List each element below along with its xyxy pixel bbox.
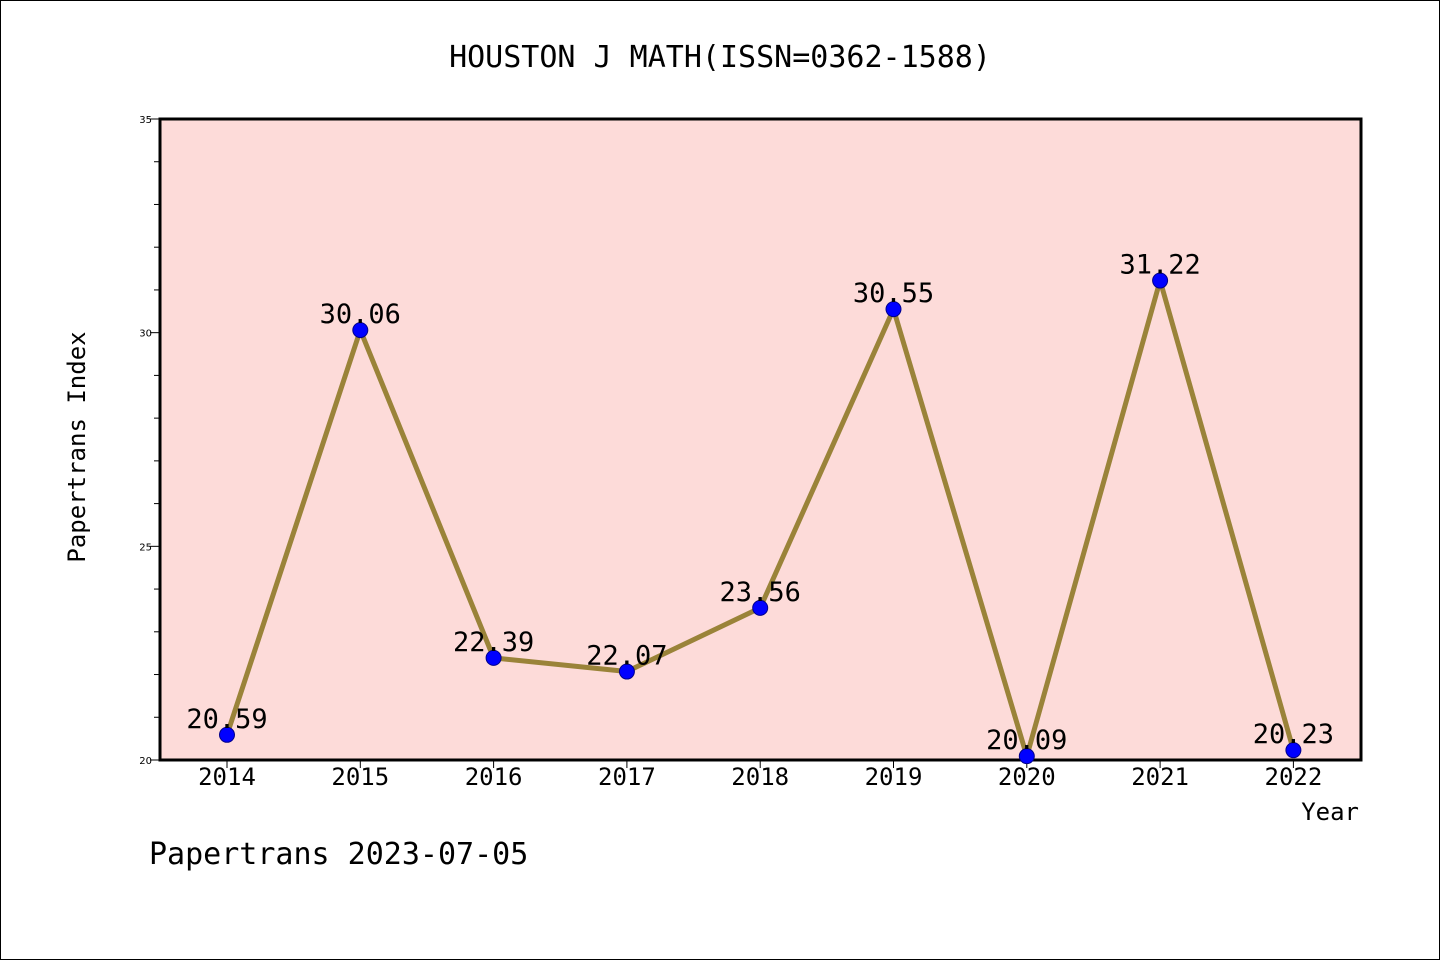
data-point-marker xyxy=(1018,748,1035,765)
x-tick-label: 2017 xyxy=(598,763,656,791)
x-tick-label: 2015 xyxy=(331,763,389,791)
x-axis-label: Year xyxy=(1301,798,1359,826)
footer-date: Papertrans 2023-07-05 xyxy=(149,837,528,872)
x-tick-label: 2019 xyxy=(865,763,923,791)
data-label: 30.06 xyxy=(320,299,401,330)
data-point-marker xyxy=(618,663,635,680)
chart-title: HOUSTON J MATH(ISSN=0362-1588) xyxy=(449,40,991,75)
data-point-marker xyxy=(352,322,369,339)
x-tick-label: 2016 xyxy=(465,763,523,791)
data-label-group: 20.59 30.06 22.39 22.07 23.56 30.55 20.09 31.22… xyxy=(186,250,1334,757)
data-label: 22.39 xyxy=(453,627,534,658)
plot-area xyxy=(158,117,1363,762)
x-tick-label: 2020 xyxy=(998,763,1056,791)
data-point-marker xyxy=(1285,742,1302,759)
y-axis-label: Papertrans Index xyxy=(63,331,91,562)
y-tick-label: 35 xyxy=(139,115,152,126)
y-tick-label: 20 xyxy=(139,756,152,767)
y-tick-label: 30 xyxy=(139,329,152,340)
data-point-marker xyxy=(1152,272,1169,289)
x-tick-label: 2018 xyxy=(731,763,789,791)
data-label: 20.59 xyxy=(186,704,267,735)
data-label: 20.23 xyxy=(1253,719,1334,750)
x-tick-label: 2014 xyxy=(198,763,256,791)
y-tick-label: 25 xyxy=(139,542,152,553)
data-label: 20.09 xyxy=(986,725,1067,756)
x-tick-label: 2021 xyxy=(1131,763,1189,791)
y-axis: 20 25 30 35 xyxy=(139,115,160,767)
data-point-marker xyxy=(885,301,902,318)
data-point-marker xyxy=(752,599,769,616)
data-label: 31.22 xyxy=(1119,250,1200,281)
data-point-marker xyxy=(485,649,502,666)
data-label: 23.56 xyxy=(720,577,801,608)
data-point-marker xyxy=(219,726,235,743)
x-tick-label: 2022 xyxy=(1265,763,1323,791)
marker-group xyxy=(219,272,1302,765)
data-label: 30.55 xyxy=(853,278,934,309)
x-axis: 2014 2015 2016 2017 2018 2019 2020 2021 2022 xyxy=(198,760,1322,791)
data-label: 22.07 xyxy=(586,641,667,672)
